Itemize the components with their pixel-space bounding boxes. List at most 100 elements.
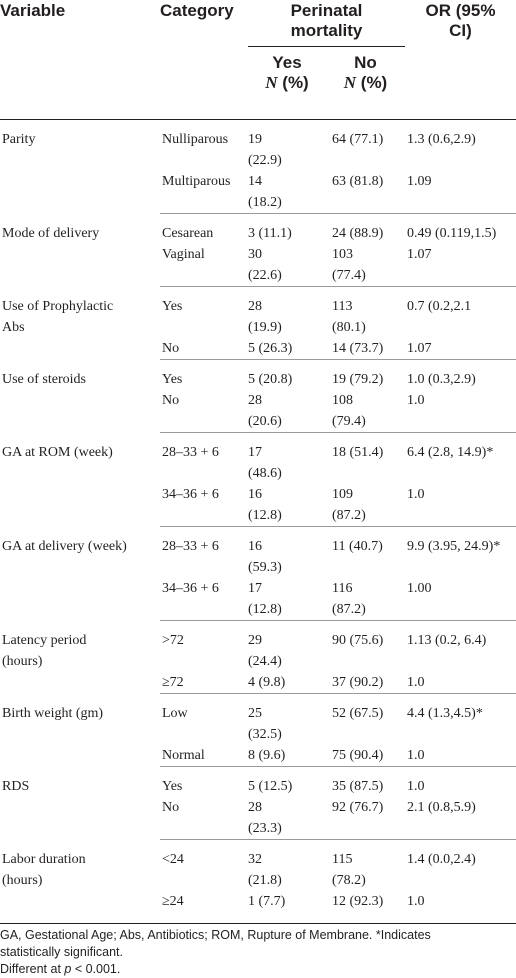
table-row: Mode of delivery Cesarean 3 (11.1) 24 (88.9… <box>0 214 516 245</box>
no-count-cell-line: (78.2) <box>332 873 366 888</box>
footnote-line3: Different at p < 0.001. <box>0 961 516 978</box>
yes-count-cell-line: (48.6) <box>248 466 282 481</box>
no-count-cell-line: (87.2) <box>332 602 366 617</box>
no-count-cell: 90 (75.6) <box>326 621 405 673</box>
variable-cell-line: Abs <box>2 319 25 335</box>
odds-ratio-cell: 1.0 <box>405 745 516 767</box>
odds-ratio-cell: 1.13 (0.2, 6.4) <box>407 633 487 648</box>
variable-cell-line: Use of steroids <box>2 371 86 387</box>
yes-count-cell-line: 17 <box>248 581 262 596</box>
yes-count-cell-line: (21.8) <box>248 873 282 888</box>
yes-count-cell-line: (32.5) <box>248 727 282 742</box>
variable-cell: GA at delivery (week) <box>0 527 160 621</box>
odds-ratio-cell: 1.0 <box>405 672 516 694</box>
category-cell: Yes <box>162 372 183 387</box>
category-cell: Nulliparous <box>162 132 229 147</box>
no-count-cell: 35 (87.5) <box>326 767 405 798</box>
variable-cell: Labor duration (hours) <box>0 840 160 913</box>
odds-ratio-cell: 1.3 (0.6,2.9) <box>407 132 476 147</box>
table-row: No 28 (20.6) 108 (79.4) 1.0 <box>0 390 516 433</box>
no-count-cell-line: 19 (79.2) <box>332 372 384 387</box>
variable-cell: RDS <box>0 767 160 840</box>
table-row: 34–36 + 6 16 (12.8) 109 (87.2) 1.0 <box>0 484 516 527</box>
variable-cell-line: Mode of delivery <box>2 225 100 241</box>
no-count-cell-line: 18 (51.4) <box>332 445 384 460</box>
yes-count-cell: 16 (12.8) <box>248 484 326 527</box>
no-count-cell-line: 11 (40.7) <box>332 539 383 554</box>
yes-count-cell: 30 (22.6) <box>248 244 326 287</box>
odds-ratio-cell: 9.9 (3.95, 24.9)* <box>407 539 501 554</box>
yes-count-cell: 5 (20.8) <box>248 360 326 391</box>
header-variable: Variable <box>0 1 66 20</box>
header-or-line2: CI) <box>449 21 472 40</box>
variable-cell-line: Birth weight (gm) <box>2 705 104 721</box>
odds-ratio-cell: 4.4 (1.3,4.5)* <box>407 706 483 721</box>
table-row: Use of steroids Yes 5 (20.8) 19 (79.2) 1.0 (… <box>0 360 516 391</box>
no-count-cell-line: (77.4) <box>332 268 366 283</box>
perinatal-mortality-table: Variable Category Perinatal mortality OR… <box>0 0 516 913</box>
yes-count-cell: 4 (9.8) <box>248 672 326 694</box>
variable-cell-line: (hours) <box>2 653 43 669</box>
category-cell: No <box>160 338 248 360</box>
yes-count-cell-line: 17 <box>248 445 262 460</box>
table-row: ≥24 1 (7.7) 12 (92.3) 1.0 <box>0 891 516 912</box>
yes-count-cell: 28 (23.3) <box>248 797 326 840</box>
table-row: Latency period (hours) >72 29 (24.4) 90 (75.6… <box>0 621 516 673</box>
yes-count-cell: 16 (59.3) <box>248 527 326 579</box>
variable-cell: GA at ROM (week) <box>0 433 160 527</box>
header-yes: Yes N (%) <box>248 47 326 120</box>
yes-count-cell-line: (23.3) <box>248 821 282 836</box>
no-count-cell: 109 (87.2) <box>326 484 405 527</box>
yes-count-cell-line: 5 (12.5) <box>248 779 293 794</box>
yes-count-cell-line: 25 <box>248 706 262 721</box>
no-count-cell: 37 (90.2) <box>326 672 405 694</box>
no-count-cell: 11 (40.7) <box>326 527 405 579</box>
variable-cell-line: GA at ROM (week) <box>2 444 113 460</box>
table-row: Birth weight (gm) Low 25 (32.5) 52 (67.5) 4.4… <box>0 694 516 746</box>
yes-count-cell: 5 (12.5) <box>248 767 326 798</box>
table-row: GA at ROM (week) 28–33 + 6 17 (48.6) 18 (51.… <box>0 433 516 485</box>
variable-cell-line: GA at delivery (week) <box>2 538 127 554</box>
yes-count-cell-line: 5 (26.3) <box>248 341 293 356</box>
yes-count-cell-line: 4 (9.8) <box>248 675 286 690</box>
category-cell: <24 <box>162 852 184 867</box>
header-no-label: No <box>354 53 377 72</box>
odds-ratio-cell: 1.07 <box>405 244 516 287</box>
footnote-p-symbol: p <box>64 962 72 976</box>
no-count-cell: 64 (77.1) <box>326 120 405 172</box>
no-count-cell: 108 (79.4) <box>326 390 405 433</box>
no-count-cell: 113 (80.1) <box>326 287 405 339</box>
no-count-cell-line: 103 <box>332 247 353 262</box>
variable-cell-line: Parity <box>2 132 36 147</box>
variable-cell-line: (hours) <box>2 872 43 888</box>
yes-count-cell-line: (22.9) <box>248 153 282 168</box>
no-count-cell: 19 (79.2) <box>326 360 405 391</box>
table-row: ≥72 4 (9.8) 37 (90.2) 1.0 <box>0 672 516 694</box>
footnote-line2: statistically significant. <box>0 945 123 959</box>
no-count-cell-line: 37 (90.2) <box>332 675 384 690</box>
table-row: Normal 8 (9.6) 75 (90.4) 1.0 <box>0 745 516 767</box>
yes-count-cell-line: 14 <box>248 174 262 189</box>
no-count-cell: 103 (77.4) <box>326 244 405 287</box>
yes-count-cell: 17 (48.6) <box>248 433 326 485</box>
category-cell: ≥72 <box>160 672 248 694</box>
category-cell: Low <box>162 706 188 721</box>
header-or-line1: OR (95% <box>425 1 496 20</box>
yes-count-cell-line: 28 <box>248 393 262 408</box>
category-cell: Yes <box>162 299 183 314</box>
category-cell: 28–33 + 6 <box>162 445 219 460</box>
yes-count-cell: 28 (19.9) <box>248 287 326 339</box>
yes-count-cell-line: 1 (7.7) <box>248 894 286 909</box>
category-cell: Yes <box>162 779 183 794</box>
yes-count-cell-line: (59.3) <box>248 560 282 575</box>
category-cell: Cesarean <box>162 226 214 241</box>
odds-ratio-cell: 1.07 <box>405 338 516 360</box>
no-count-cell: 63 (81.8) <box>326 171 405 214</box>
yes-count-cell-line: (12.8) <box>248 602 282 617</box>
no-count-cell-line: (80.1) <box>332 320 366 335</box>
yes-count-cell-line: 16 <box>248 487 262 502</box>
no-count-cell-line: 113 <box>332 299 353 314</box>
no-count-cell-line: 12 (92.3) <box>332 894 384 909</box>
odds-ratio-cell: 1.0 <box>407 894 425 909</box>
